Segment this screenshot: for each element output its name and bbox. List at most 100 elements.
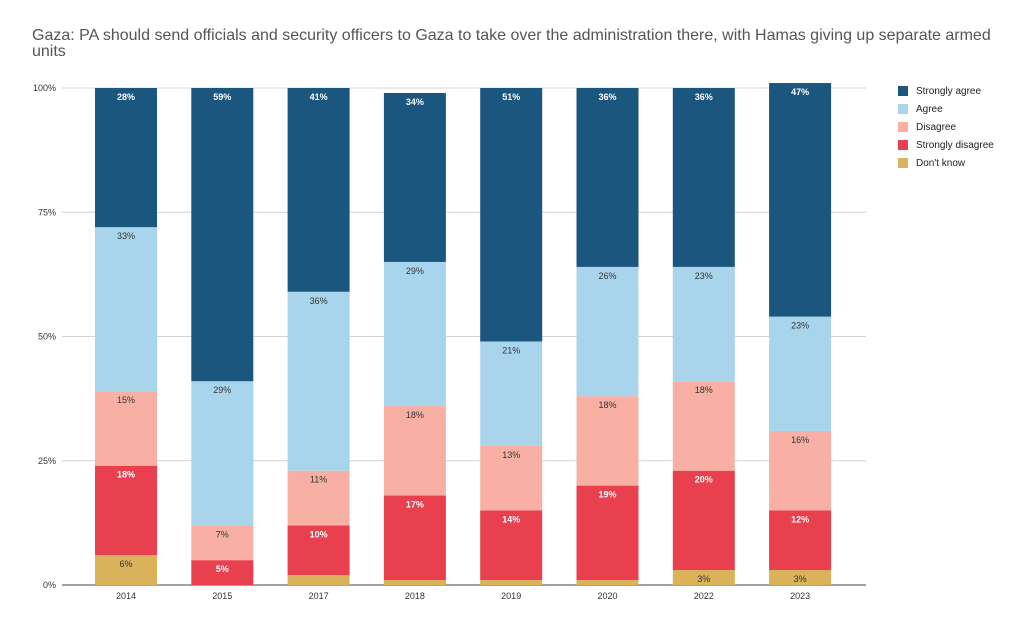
bar-segment: [191, 381, 254, 526]
data-label: 18%: [406, 410, 424, 420]
bar-segment: [95, 88, 157, 228]
data-label: 17%: [406, 500, 424, 510]
data-label: 13%: [502, 450, 520, 460]
legend-item: Agree: [898, 100, 994, 118]
data-label: 5%: [216, 564, 229, 574]
data-label: 18%: [598, 400, 616, 410]
bar-segment: [480, 341, 543, 446]
x-tick-label: 2018: [405, 591, 425, 601]
x-tick-label: 2017: [309, 591, 329, 601]
legend-label: Don't know: [916, 157, 966, 169]
legend-label: Strongly disagree: [916, 139, 994, 151]
y-tick-label: 25%: [38, 456, 56, 466]
x-tick-label: 2020: [597, 591, 617, 601]
bar-segment: [672, 570, 735, 585]
data-label: 14%: [502, 514, 520, 524]
data-label: 20%: [695, 475, 713, 485]
x-axis-ticks: 2014 2015 2017 2018 2019 2020 2022 2023: [116, 591, 810, 601]
bar-segment: [383, 580, 446, 585]
x-tick-label: 2019: [501, 591, 521, 601]
bar-segment: [480, 580, 543, 585]
bar-segment: [383, 92, 446, 262]
bar-segment: [769, 83, 832, 317]
data-label: 6%: [119, 559, 132, 569]
legend-swatch: [898, 104, 908, 114]
data-label: 23%: [791, 321, 809, 331]
data-label: 51%: [502, 92, 520, 102]
legend-swatch: [898, 140, 908, 150]
bar-segment: [769, 510, 832, 571]
legend-item: Strongly agree: [898, 82, 994, 100]
bar-segment: [480, 510, 543, 581]
bar-segment: [191, 88, 254, 382]
data-label: 11%: [310, 475, 327, 485]
data-label: 19%: [598, 490, 616, 500]
bar-segment: [95, 227, 157, 392]
data-label: 41%: [310, 92, 328, 102]
bar-segment: [480, 445, 543, 511]
x-tick-label: 2022: [694, 591, 714, 601]
data-label: 36%: [695, 92, 713, 102]
data-label: 10%: [310, 529, 328, 539]
data-label: 28%: [117, 92, 135, 102]
legend-swatch: [898, 158, 908, 168]
bar-segment: [769, 570, 832, 585]
data-label: 15%: [117, 395, 135, 405]
bar-segment: [672, 381, 735, 471]
bar-segment: [672, 266, 735, 382]
chart-title: Gaza: PA should send officials and secur…: [32, 27, 991, 60]
bar-segment: [383, 406, 446, 496]
data-label: 26%: [598, 271, 616, 281]
bar-segment: [287, 575, 350, 585]
bar-segment: [480, 88, 543, 342]
bar-segment: [383, 495, 446, 581]
data-label: 18%: [117, 470, 135, 480]
bar-segment: [287, 88, 350, 292]
bar-segment: [672, 470, 735, 571]
data-label: 3%: [794, 574, 807, 584]
data-label: 47%: [791, 87, 809, 97]
legend-item: Disagree: [898, 118, 994, 136]
data-label: 16%: [791, 435, 809, 445]
data-label: 12%: [791, 514, 809, 524]
data-label: 36%: [310, 296, 328, 306]
bar-segment: [191, 560, 254, 585]
bars: [95, 83, 832, 585]
legend-swatch: [898, 86, 908, 96]
x-tick-label: 2015: [212, 591, 232, 601]
data-labels: 6% 18% 15% 33% 28% 5% 7% 29% 59% 10% 11% 36% 41% 17% 1…: [117, 87, 809, 584]
y-axis-ticks: 0% 25% 50% 75% 100%: [33, 83, 56, 590]
bar-segment: [576, 485, 639, 581]
data-label: 21%: [502, 345, 520, 355]
bar-segment: [576, 580, 639, 585]
legend-item: Strongly disagree: [898, 136, 994, 154]
data-label: 3%: [697, 574, 710, 584]
x-tick-label: 2023: [790, 591, 810, 601]
legend-label: Agree: [916, 103, 943, 115]
data-label: 34%: [406, 97, 424, 107]
bar-segment: [95, 391, 157, 466]
data-label: 59%: [213, 92, 231, 102]
bar-segment: [95, 465, 157, 556]
bar-segment: [576, 88, 639, 267]
legend-label: Disagree: [916, 121, 957, 133]
data-label: 29%: [213, 385, 231, 395]
bar-segment: [287, 291, 350, 471]
data-label: 29%: [406, 266, 424, 276]
y-tick-label: 50%: [38, 332, 56, 342]
bar-segment: [191, 525, 254, 561]
bar-segment: [769, 316, 832, 431]
x-tick-label: 2014: [116, 591, 136, 601]
legend-item: Don't know: [898, 154, 994, 172]
gridlines: [62, 87, 866, 586]
data-label: 7%: [216, 529, 229, 539]
y-tick-label: 75%: [38, 207, 56, 217]
data-label: 23%: [695, 271, 713, 281]
bar-segment: [576, 396, 639, 486]
legend: Strongly agree Agree Disagree Strongly disa…: [898, 82, 994, 172]
bar-segment: [287, 525, 350, 576]
data-label: 33%: [117, 231, 135, 241]
data-label: 36%: [598, 92, 616, 102]
bar-segment: [95, 555, 157, 585]
